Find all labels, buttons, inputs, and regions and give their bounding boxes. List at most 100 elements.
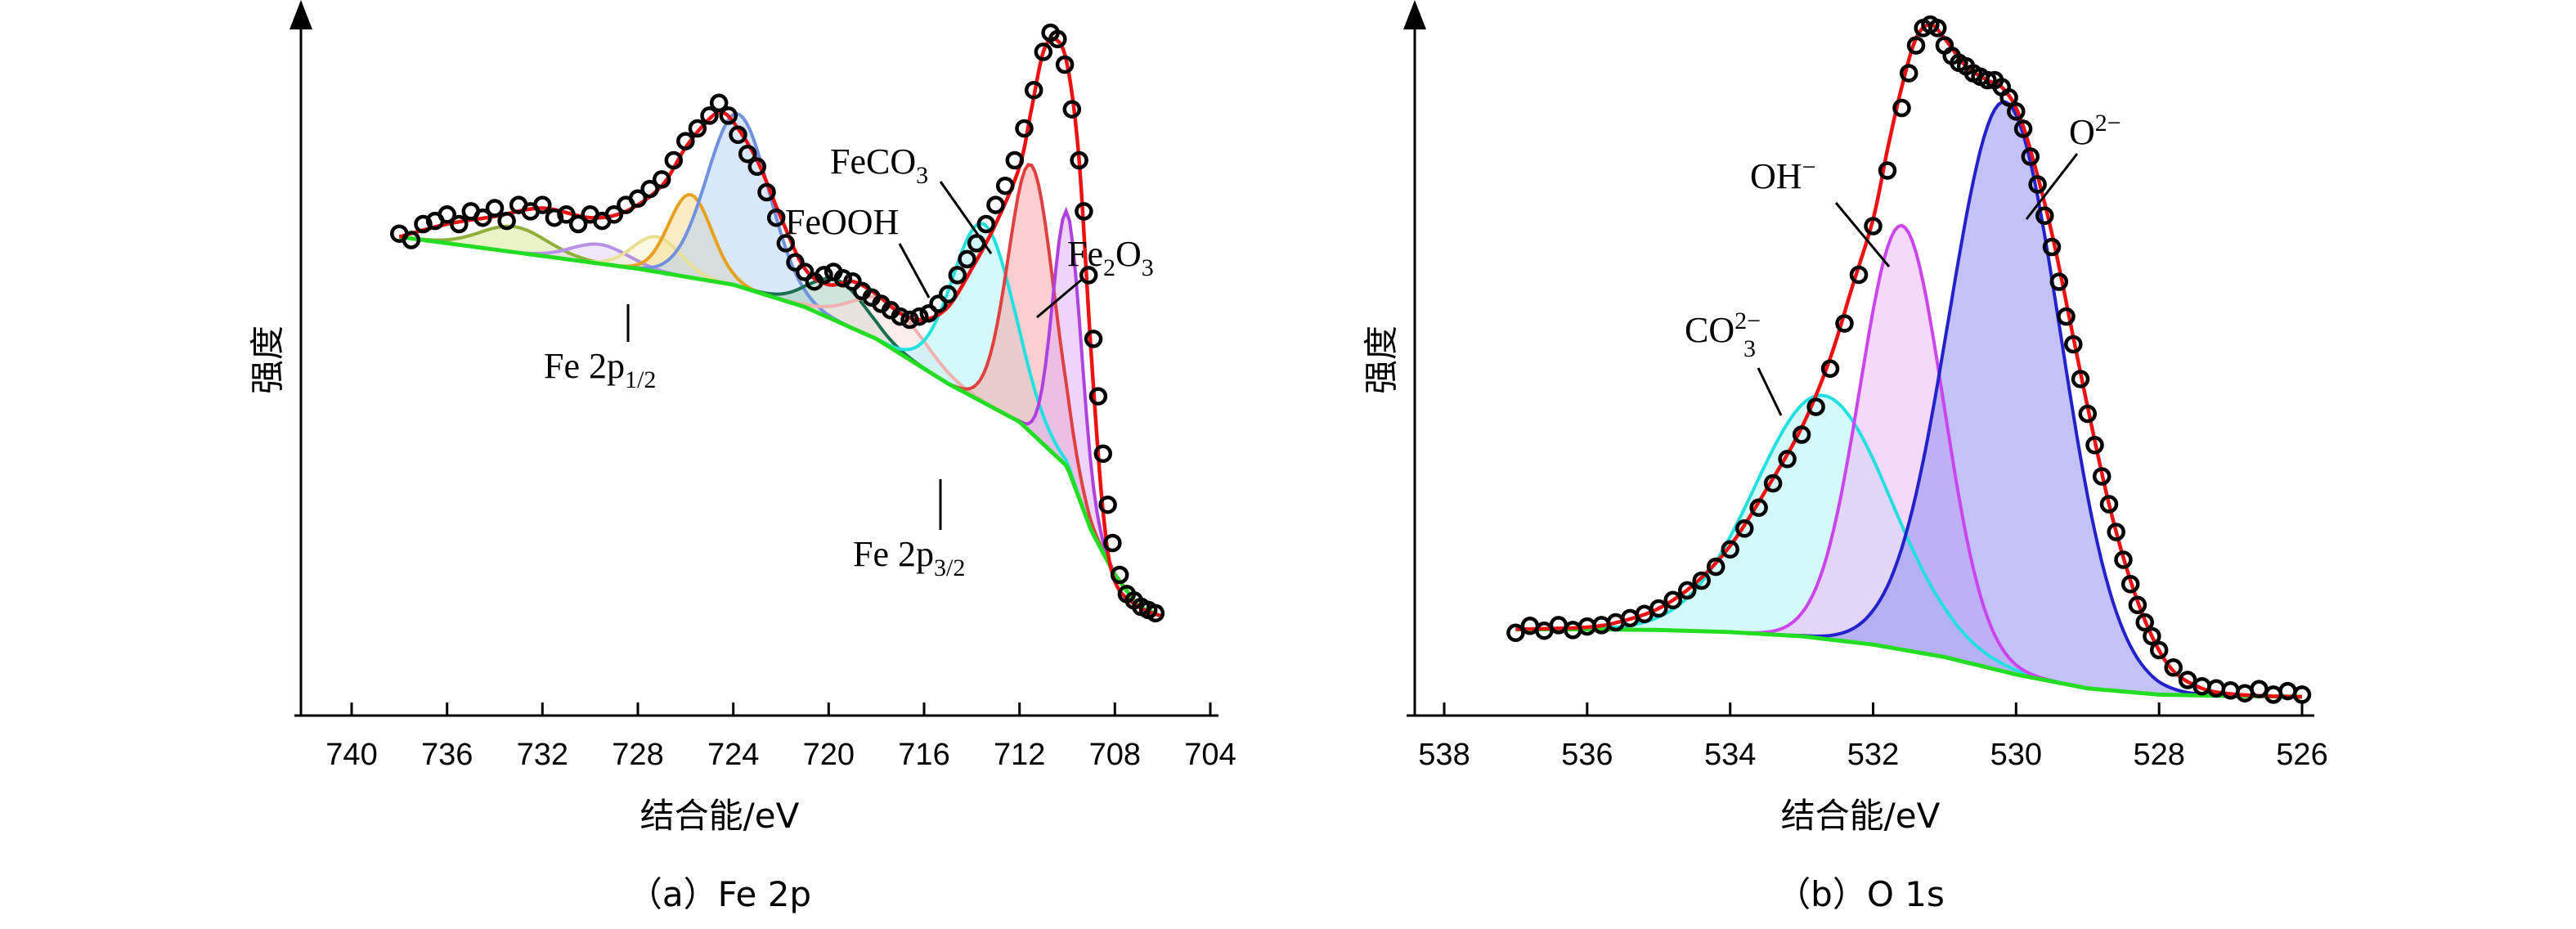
- raw-data-point: [958, 249, 976, 269]
- x-tick-label: 724: [707, 738, 759, 772]
- o1s-caption: （b）O 1s: [1776, 874, 1945, 914]
- raw-data-point: [1649, 599, 1668, 618]
- x-tick-label: 732: [517, 738, 568, 772]
- fe2p-x-ticks: 740 736 732 728 724 720 716 712 708 704: [325, 702, 1236, 772]
- raw-data-point: [766, 208, 786, 227]
- raw-data-point: [2092, 467, 2112, 486]
- annotation-fe2p32-sub: 3/2: [934, 554, 965, 581]
- x-tick-label: 740: [325, 738, 377, 772]
- svg-text:O2−: O2−: [2069, 110, 2121, 152]
- raw-data-point: [1706, 557, 1726, 577]
- raw-data-point: [640, 179, 659, 199]
- annotation-oh-sup: −: [1802, 154, 1816, 181]
- annotation-o2-sup: 2−: [2095, 110, 2121, 137]
- raw-data-point: [2013, 119, 2033, 138]
- raw-data-point: [700, 106, 719, 125]
- raw-data-point: [2071, 370, 2090, 388]
- panel-o1s: 538 536 534 532 530 528 526 强度 结合能/eV （b）O 1s …: [1362, 0, 2328, 914]
- raw-data-point: [1062, 100, 1082, 119]
- raw-data-point: [2164, 658, 2183, 677]
- raw-data-point: [2135, 613, 2154, 632]
- o1s-y-axis-arrow: [1403, 0, 1426, 29]
- raw-data-point: [891, 307, 910, 326]
- o1s-component-fills: [1515, 101, 2302, 698]
- x-tick-label: 708: [1089, 738, 1141, 772]
- raw-data-point: [2099, 495, 2119, 514]
- component-fill-3: [1515, 101, 2302, 698]
- raw-data-point: [2128, 595, 2147, 615]
- raw-data-point: [1721, 540, 1739, 559]
- raw-data-point: [1978, 70, 1997, 90]
- raw-data-point: [938, 285, 958, 304]
- raw-data-point: [1864, 217, 1883, 236]
- raw-data-point: [1070, 150, 1088, 170]
- raw-data-point: [1735, 519, 1754, 538]
- annotation-feooh-text: FeOOH: [785, 202, 899, 242]
- raw-data-point: [1024, 80, 1043, 100]
- x-tick-label: 528: [2133, 738, 2184, 772]
- component-fill-2: [1515, 225, 2302, 697]
- raw-data-point: [2085, 436, 2104, 455]
- component-fill-8: [399, 223, 1156, 614]
- raw-data-point: [976, 214, 996, 234]
- raw-data-point: [919, 303, 939, 323]
- annotation-o2: O2−: [2025, 110, 2121, 220]
- raw-data-point: [909, 307, 929, 326]
- raw-data-point: [1778, 450, 1797, 469]
- raw-data-point: [1763, 473, 1783, 493]
- x-tick-label: 532: [1847, 738, 1899, 772]
- raw-data-point: [652, 170, 671, 189]
- raw-data-point: [757, 182, 776, 202]
- x-tick-label: 736: [421, 738, 473, 772]
- raw-data-point: [1075, 202, 1093, 221]
- raw-data-point: [1692, 571, 1711, 590]
- x-tick-label: 704: [1184, 738, 1236, 772]
- raw-data-point: [1034, 43, 1053, 61]
- annotation-feooh: FeOOH: [785, 202, 931, 298]
- raw-data-point: [664, 150, 684, 170]
- raw-data-point: [843, 272, 862, 291]
- annotation-fe2o3-sub2: 3: [1142, 254, 1154, 281]
- annotation-co3: CO2− 3: [1685, 307, 1783, 416]
- raw-data-point: [1055, 55, 1075, 74]
- raw-data-point: [1820, 359, 1840, 379]
- annotation-fe2o3-base: Fe: [1067, 234, 1103, 274]
- raw-data-point: [1899, 64, 1919, 83]
- annotation-fe2p12: Fe 2p1/2: [544, 304, 656, 393]
- raw-data-point: [2120, 575, 2140, 594]
- annotation-fe2p32-base: Fe 2p: [853, 534, 934, 574]
- o1s-ylabel: 强度: [1362, 325, 1402, 394]
- raw-data-point: [2042, 237, 2062, 257]
- raw-data-point: [948, 266, 967, 285]
- fe2p-y-axis-title: 强度: [248, 325, 288, 394]
- svg-text:OH−: OH−: [1750, 154, 1815, 196]
- annotation-oh-base: OH: [1750, 156, 1802, 196]
- svg-text:Fe2O3: Fe2O3: [1067, 234, 1154, 281]
- raw-data-point: [485, 199, 505, 218]
- raw-data-point: [688, 119, 707, 138]
- raw-data-point: [473, 208, 492, 227]
- raw-data-point: [900, 310, 919, 330]
- raw-data-point: [1928, 19, 1947, 38]
- fe2p-background-line: [398, 235, 1156, 616]
- annotation-fe2o3: Fe2O3: [1036, 234, 1154, 319]
- raw-data-point: [2057, 307, 2076, 326]
- fe2p-ylabel: 强度: [248, 325, 288, 394]
- raw-data-point: [1999, 88, 2018, 107]
- raw-data-point: [438, 205, 456, 224]
- raw-data-point: [604, 205, 624, 224]
- raw-data-point: [1103, 533, 1122, 553]
- raw-data-point: [1098, 495, 1117, 514]
- raw-data-point: [1663, 590, 1682, 610]
- raw-data-point: [1878, 161, 1897, 180]
- x-tick-label: 720: [803, 738, 855, 772]
- fe2p-component-fills: [399, 114, 1156, 614]
- raw-data-point: [2114, 550, 2133, 569]
- o1s-raw-points: [1506, 15, 2312, 704]
- raw-data-point: [2028, 175, 2047, 194]
- annotation-co3-base: CO: [1685, 310, 1735, 350]
- annotation-feco3: FeCO3: [830, 141, 993, 254]
- annotation-fe2p12-base: Fe 2p: [544, 346, 625, 386]
- svg-text:Fe 2p3/2: Fe 2p3/2: [853, 534, 965, 581]
